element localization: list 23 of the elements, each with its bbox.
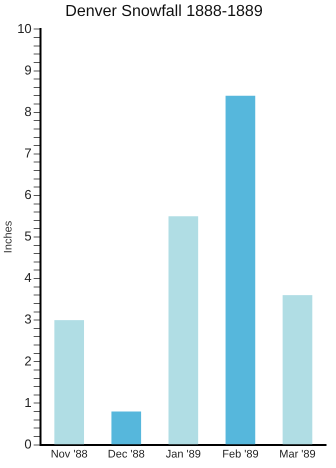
bar [282,295,312,444]
bar [111,412,142,444]
x-tick-label: Feb '89 [222,448,259,460]
bar [168,216,198,444]
bar [54,320,84,444]
y-tick-label: 2 [24,353,32,368]
x-tick-label: Nov '88 [50,448,88,460]
y-tick-label: 8 [24,104,32,119]
x-tick-label: Jan '89 [166,448,201,460]
x-tick-label: Mar '89 [279,448,316,460]
bar [226,96,256,444]
y-tick-label: 5 [24,228,32,244]
y-axis-title: Inches [2,220,15,254]
y-tick-label: 4 [24,270,32,286]
y-tick-label: 9 [24,62,32,78]
y-tick-label: 3 [24,312,32,327]
y-tick-label: 6 [24,187,32,202]
y-tick-label: 0 [24,436,32,452]
y-tick-label: 10 [17,20,32,36]
chart-title: Denver Snowfall 1888-1889 [65,3,263,20]
x-tick-label: Dec '88 [108,448,145,460]
y-tick-label: 1 [24,394,32,410]
y-tick-label: 7 [24,145,32,160]
